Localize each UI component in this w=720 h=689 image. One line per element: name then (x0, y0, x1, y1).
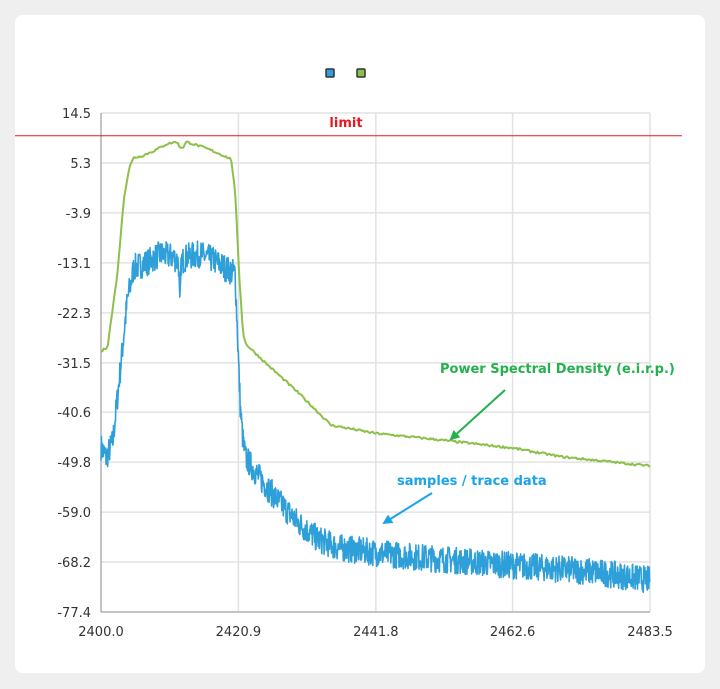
annotation-samples-arrow (382, 492, 433, 525)
series-line-0 (100, 140, 651, 468)
y-tick-label: -3.9 (66, 207, 91, 222)
x-tick-label: 2441.8 (353, 625, 399, 640)
x-tick-label: 2400.0 (78, 625, 124, 640)
y-tick-label: -49.8 (57, 456, 91, 471)
y-tick-label: -77.4 (57, 606, 91, 621)
tick-labels: 14.5 5.3 -3.9 -13.1 -22.3 -31.5 -40.6 -49.8 -59.… (57, 107, 672, 640)
x-tick-label: 2420.9 (216, 625, 262, 640)
y-tick-label: -59.0 (57, 506, 91, 521)
y-tick-label: -40.6 (57, 406, 91, 421)
legend (325, 68, 366, 78)
y-tick-label: -22.3 (57, 307, 91, 322)
annotation-psd: Power Spectral Density (e.i.r.p.) (440, 362, 675, 377)
y-tick-label: 14.5 (62, 107, 91, 122)
legend-marker-1[interactable] (356, 68, 366, 78)
legend-marker-0[interactable] (325, 68, 335, 78)
y-tick-label: 5.3 (70, 157, 91, 172)
annotation-samples: samples / trace data (397, 474, 547, 489)
y-tick-label: -31.5 (57, 357, 91, 372)
x-tick-label: 2483.5 (627, 625, 673, 640)
series-line-1 (100, 240, 651, 594)
annotation-psd-arrow (449, 389, 506, 441)
x-tick-label: 2462.6 (490, 625, 536, 640)
series-layer (100, 140, 651, 594)
limit-label: limit (329, 116, 362, 131)
y-tick-label: -13.1 (57, 257, 91, 272)
y-tick-label: -68.2 (57, 556, 91, 571)
